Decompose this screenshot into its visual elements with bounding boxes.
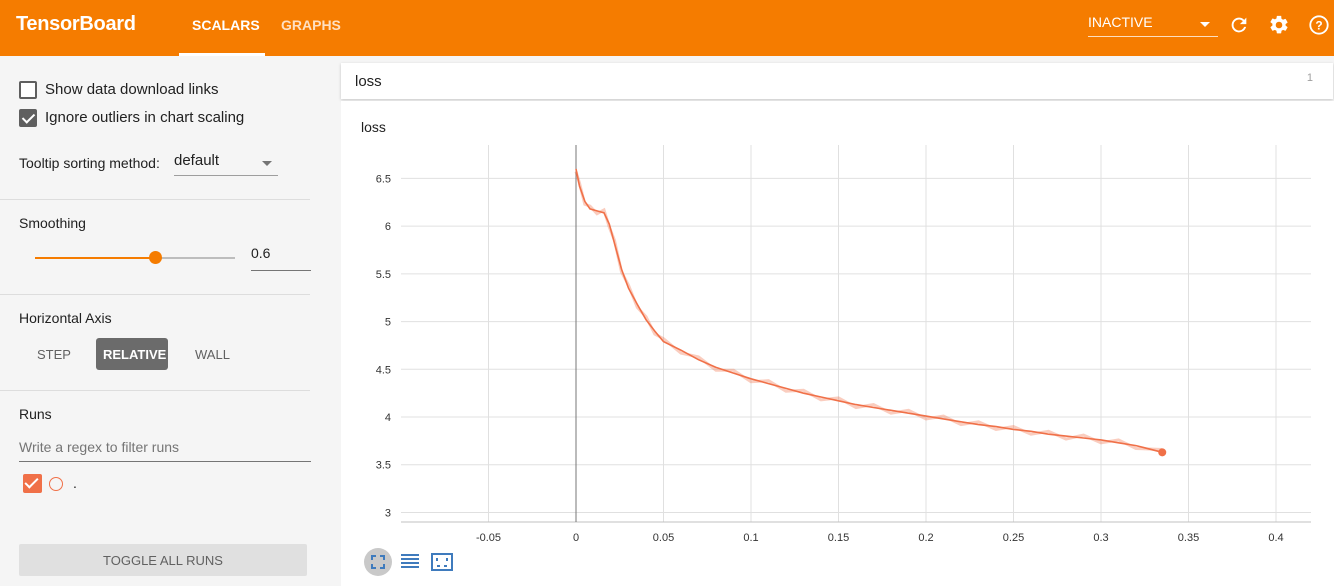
smoothing-slider[interactable] — [35, 251, 235, 264]
top-app-bar: TensorBoard SCALARS GRAPHS INACTIVE ? — [0, 0, 1334, 56]
y-tick-label: 6.5 — [376, 173, 391, 185]
tooltip-sorting-label: Tooltip sorting method: — [19, 155, 160, 171]
horizontal-axis-label: Horizontal Axis — [19, 310, 112, 326]
toggle-log-scale-icon[interactable] — [396, 548, 424, 576]
toggle-all-runs-button[interactable]: TOGGLE ALL RUNS — [19, 544, 307, 576]
axis-step-button[interactable]: STEP — [37, 347, 71, 362]
y-tick-label: 5.5 — [376, 269, 391, 281]
divider — [0, 199, 310, 200]
show-download-links-checkbox[interactable] — [19, 81, 37, 99]
x-tick-label: 0.4 — [1268, 532, 1283, 544]
chevron-down-icon — [1200, 22, 1210, 27]
y-tick-label: 5 — [385, 317, 391, 329]
runs-filter-input[interactable]: Write a regex to filter runs — [19, 434, 311, 462]
x-tick-label: 0.15 — [828, 532, 849, 544]
series-end-point — [1158, 448, 1167, 457]
y-tick-label: 3.5 — [376, 460, 391, 472]
smoothing-slider-fill — [35, 257, 155, 259]
svg-text:?: ? — [1315, 19, 1322, 33]
smoothing-label: Smoothing — [19, 215, 86, 231]
x-tick-label: 0.1 — [743, 532, 758, 544]
category-count: 1 — [1306, 72, 1313, 84]
refresh-icon[interactable] — [1228, 14, 1250, 36]
runs-label: Runs — [19, 406, 52, 422]
smoothing-input[interactable]: 0.6 — [251, 245, 311, 271]
x-tick-label: 0 — [573, 532, 579, 544]
inactive-select-value: INACTIVE — [1088, 14, 1153, 30]
x-tick-label: 0.2 — [918, 532, 933, 544]
series-line — [575, 168, 1163, 454]
axis-wall-button[interactable]: WALL — [195, 347, 230, 362]
x-tick-label: 0.05 — [653, 532, 674, 544]
show-download-links-label: Show data download links — [45, 81, 219, 98]
expand-chart-icon[interactable] — [428, 548, 456, 576]
tooltip-sorting-select[interactable]: default — [174, 152, 278, 176]
run-color-circle — [49, 477, 63, 491]
divider — [0, 390, 310, 391]
category-header[interactable]: loss 1 — [341, 63, 1333, 99]
tab-graphs[interactable]: GRAPHS — [281, 17, 341, 33]
ignore-outliers-checkbox[interactable] — [19, 109, 37, 127]
chart-card: loss -0.05 0 0.05 0.1 0.15 0.2 0.25 0.3 0.35 0.4 3… — [341, 101, 1334, 586]
x-tick-label: 0.35 — [1178, 532, 1199, 544]
fit-domain-icon[interactable] — [364, 548, 392, 576]
chevron-down-icon — [262, 161, 272, 166]
category-title: loss — [355, 73, 382, 90]
y-tick-label: 4.5 — [376, 364, 391, 376]
chart-card-title: loss — [361, 119, 386, 135]
settings-icon[interactable] — [1268, 14, 1290, 36]
inactive-dashboards-select[interactable]: INACTIVE — [1088, 14, 1218, 37]
run-name: . — [73, 475, 77, 491]
y-tick-label: 4 — [385, 412, 391, 424]
divider — [0, 294, 310, 295]
tab-scalars[interactable]: SCALARS — [192, 17, 260, 33]
x-tick-label: 0.25 — [1003, 532, 1024, 544]
loss-chart[interactable]: -0.05 0 0.05 0.1 0.15 0.2 0.25 0.3 0.35 0.4 3 3.5 4 4… — [341, 101, 1334, 546]
app-title: TensorBoard — [16, 13, 136, 35]
x-tick-label: 0.3 — [1093, 532, 1108, 544]
ignore-outliers-label: Ignore outliers in chart scaling — [45, 109, 245, 126]
sidebar: Show data download links Ignore outliers… — [0, 56, 340, 586]
y-tick-label: 3 — [385, 507, 391, 519]
active-tab-indicator — [179, 53, 265, 56]
smoothing-slider-knob[interactable] — [149, 251, 162, 264]
y-tick-label: 6 — [385, 221, 391, 233]
help-icon[interactable]: ? — [1308, 14, 1330, 36]
run-checkbox[interactable] — [23, 474, 42, 493]
tooltip-sorting-value: default — [174, 152, 220, 169]
x-tick-label: -0.05 — [476, 532, 501, 544]
axis-relative-button[interactable]: RELATIVE — [96, 338, 168, 370]
